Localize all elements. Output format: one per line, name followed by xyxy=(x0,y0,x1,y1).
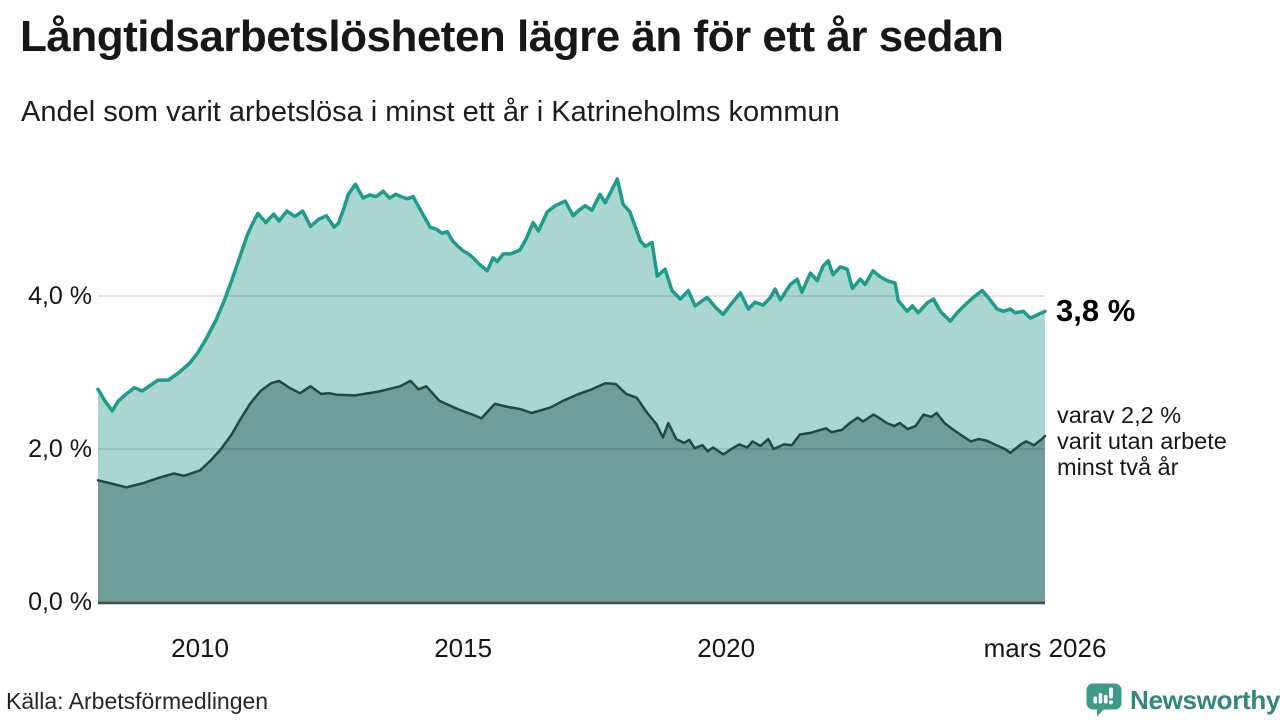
annotation-two-plus-years: varav 2,2 % varit utan arbete minst två … xyxy=(1057,402,1227,480)
annotation-line: minst två år xyxy=(1057,454,1179,480)
page-title: Långtidsarbetslösheten lägre än för ett … xyxy=(20,12,1004,61)
y-axis-label: 4,0 % xyxy=(28,282,92,310)
series-line xyxy=(96,177,1047,413)
speech-bubble-bar-chart-icon xyxy=(1086,683,1122,717)
x-axis: 2010 2015 2020 mars 2026 xyxy=(0,633,1280,665)
annotation-line: varit utan arbete xyxy=(1057,428,1227,454)
y-axis-label: 2,0 % xyxy=(28,435,92,463)
source-note: Källa: Arbetsförmedlingen xyxy=(6,688,269,714)
x-axis-label: 2020 xyxy=(697,633,756,663)
chart-subtitle: Andel som varit arbetslösa i minst ett å… xyxy=(21,96,840,128)
x-axis-label: 2015 xyxy=(434,633,493,663)
newsworthy-logo: Newsworthy xyxy=(1086,683,1280,717)
y-axis-label: 0,0 % xyxy=(28,588,92,616)
x-axis-label: 2010 xyxy=(171,633,229,663)
end-value-label-total: 3,8 % xyxy=(1056,293,1136,328)
x-axis-label: mars 2026 xyxy=(983,633,1107,663)
series-line xyxy=(96,379,1047,489)
newsworthy-wordmark: Newsworthy xyxy=(1130,684,1280,715)
annotation-line: varav 2,2 % xyxy=(1057,402,1182,428)
area-fill xyxy=(98,380,1045,602)
